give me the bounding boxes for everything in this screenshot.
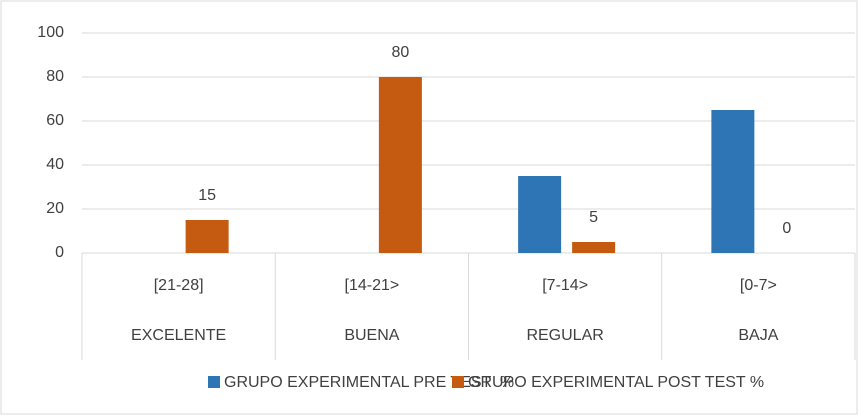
data-label: 80 [391, 44, 409, 61]
y-tick-label: 0 [55, 244, 64, 261]
legend-label: GRUPO EXPERIMENTAL PRE TEST % [224, 374, 514, 391]
y-tick-label: 80 [46, 68, 64, 85]
x-tick-label: [0-7> [740, 277, 777, 294]
data-label: 5 [589, 209, 598, 226]
x-group-label: EXCELENTE [131, 327, 226, 344]
legend-swatch [452, 376, 464, 388]
bar [711, 110, 755, 253]
x-tick-label: [7-14> [542, 277, 588, 294]
bar [572, 242, 616, 253]
y-tick-label: 20 [46, 200, 64, 217]
legend-label: GRUPO EXPERIMENTAL POST TEST % [468, 374, 764, 391]
data-label: 0 [782, 220, 791, 237]
data-label: 15 [198, 187, 216, 204]
x-tick-label: [14-21> [345, 277, 400, 294]
y-tick-label: 60 [46, 112, 64, 129]
x-group-label: REGULAR [526, 327, 603, 344]
x-group-label: BUENA [344, 327, 399, 344]
y-tick-label: 40 [46, 156, 64, 173]
x-group-label: BAJA [738, 327, 778, 344]
x-tick-label: [21-28] [154, 277, 204, 294]
bar [518, 176, 562, 253]
bar [378, 77, 422, 253]
y-tick-label: 100 [37, 24, 64, 41]
bar [185, 220, 229, 253]
legend-swatch [208, 376, 220, 388]
